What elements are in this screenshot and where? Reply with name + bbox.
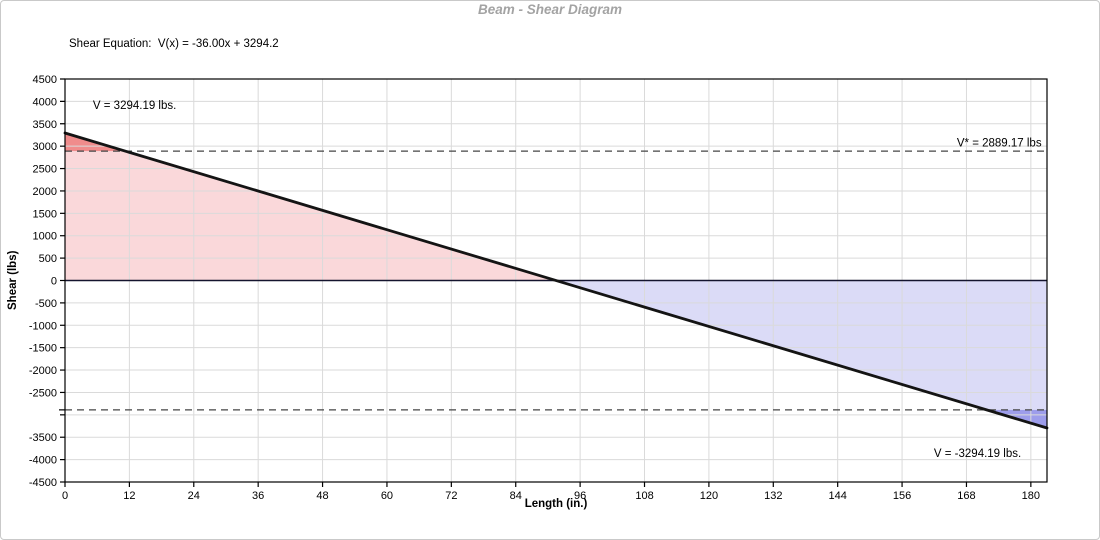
x-tick-label: 180 bbox=[1022, 490, 1040, 502]
x-tick-label: 72 bbox=[445, 490, 457, 502]
y-tick-label: -2500 bbox=[29, 387, 57, 399]
y-tick-label: 2000 bbox=[33, 186, 57, 198]
y-tick-label: 1500 bbox=[33, 208, 57, 220]
y-tick-label: -1000 bbox=[29, 320, 57, 332]
shear-line bbox=[63, 131, 1049, 430]
x-tick-label: 168 bbox=[957, 490, 975, 502]
shear-value-annotation: V = -3294.19 lbs. bbox=[934, 448, 1021, 460]
x-axis-ticks: 0 12 24 36 48 60 72 84 96 108 120 132 144 156 168 180 bbox=[62, 482, 1040, 502]
x-tick-label: 12 bbox=[123, 490, 135, 502]
y-tick-label: 1000 bbox=[33, 231, 57, 243]
y-tick-label: -1500 bbox=[29, 343, 57, 355]
y-axis-ticks: -4500 -4000 -3500 -2500 -2000 -1500 -1000 -500 0… bbox=[29, 74, 65, 489]
y-tick-label: 3000 bbox=[33, 141, 57, 153]
shear-value-annotation: V = 3294.19 lbs. bbox=[93, 100, 176, 112]
y-tick-label: -4500 bbox=[29, 477, 57, 489]
shear-value-annotation: V* = 2889.17 lbs bbox=[957, 138, 1042, 150]
y-tick-label: 2500 bbox=[33, 164, 57, 176]
positive-shear-region bbox=[65, 151, 556, 281]
y-tick-label: -500 bbox=[35, 298, 57, 310]
x-tick-label: 156 bbox=[893, 490, 911, 502]
y-tick-label: 500 bbox=[39, 253, 57, 265]
shear-equation-label: Shear Equation: V(x) = -36.00x + 3294.2 bbox=[69, 38, 279, 50]
gridlines bbox=[65, 79, 1047, 482]
y-tick-label: 4500 bbox=[33, 74, 57, 86]
x-tick-label: 108 bbox=[635, 490, 653, 502]
y-tick-label: 3500 bbox=[33, 119, 57, 131]
x-tick-label: 24 bbox=[188, 490, 200, 502]
y-tick-label: 4000 bbox=[33, 96, 57, 108]
x-tick-label: 84 bbox=[510, 490, 522, 502]
x-tick-label: 0 bbox=[62, 490, 68, 502]
x-tick-label: 144 bbox=[828, 490, 846, 502]
x-axis-title: Length (in.) bbox=[524, 498, 588, 510]
y-tick-label: 0 bbox=[51, 276, 57, 288]
negative-shear-region bbox=[556, 280, 1047, 410]
x-tick-label: 36 bbox=[252, 490, 264, 502]
chart-title: Beam - Shear Diagram bbox=[477, 2, 623, 17]
x-tick-label: 132 bbox=[764, 490, 782, 502]
allowable-shear-lines bbox=[65, 150, 1047, 411]
x-tick-label: 120 bbox=[700, 490, 718, 502]
x-tick-label: 96 bbox=[574, 490, 586, 502]
annotations: V = 3294.19 lbs. V* = 2889.17 lbs V = -329… bbox=[93, 100, 1042, 460]
y-tick-label: -2000 bbox=[29, 365, 57, 377]
x-tick-label: 48 bbox=[316, 490, 328, 502]
y-tick-label: -4000 bbox=[29, 455, 57, 467]
y-tick-label: -3500 bbox=[29, 432, 57, 444]
x-tick-label: 60 bbox=[381, 490, 393, 502]
